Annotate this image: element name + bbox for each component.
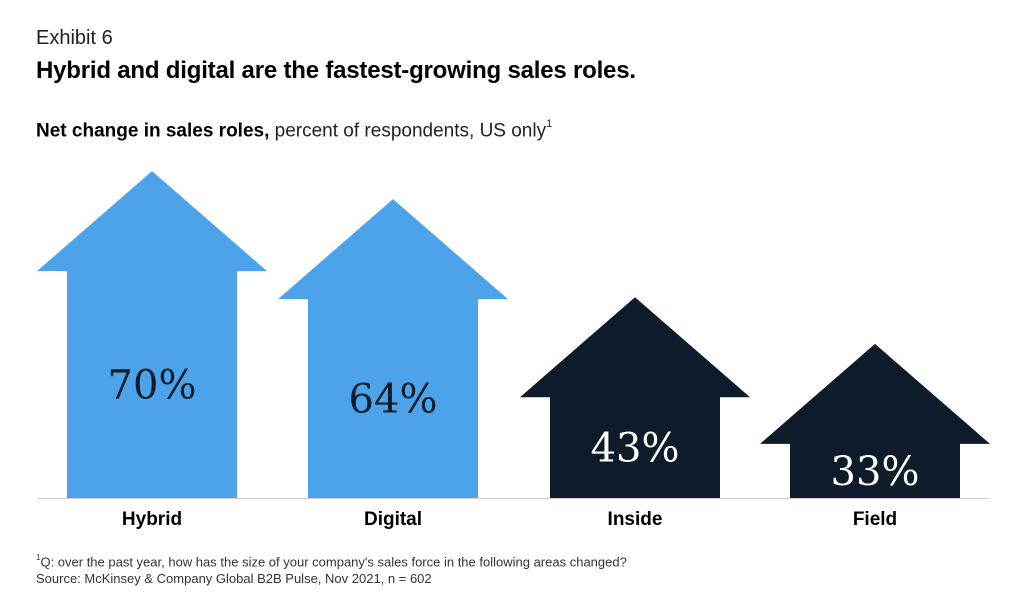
subtitle-footnote-marker: 1 [546,118,553,130]
category-label-hybrid: Hybrid [122,509,182,530]
arrow-bar-field [760,343,990,498]
value-label-inside: 43% [591,426,680,472]
footnote-question: 1Q: over the past year, how has the size… [36,550,627,570]
footnote-question-text: Q: over the past year, how has the size … [40,554,627,570]
exhibit-label: Exhibit 6 [36,27,113,49]
subtitle-rest: percent of respondents, US only [269,120,547,142]
category-label-field: Field [853,509,897,530]
arrow-bar-digital [278,199,508,498]
footnote: 1Q: over the past year, how has the size… [36,550,627,587]
value-label-field: 33% [831,449,920,495]
arrow-bar-hybrid [37,171,267,498]
value-label-hybrid: 70% [108,363,197,409]
subtitle-bold: Net change in sales roles, [36,120,270,142]
arrow-bar-inside [520,297,750,498]
category-label-inside: Inside [608,509,663,530]
chart-subtitle: Net change in sales roles, percent of re… [36,118,553,142]
footnote-marker: 1 [36,553,41,562]
chart-title: Hybrid and digital are the fastest-growi… [36,57,636,84]
footnote-source: Source: McKinsey & Company Global B2B Pu… [36,571,432,587]
category-label-digital: Digital [364,509,422,530]
value-label-digital: 64% [349,377,438,423]
